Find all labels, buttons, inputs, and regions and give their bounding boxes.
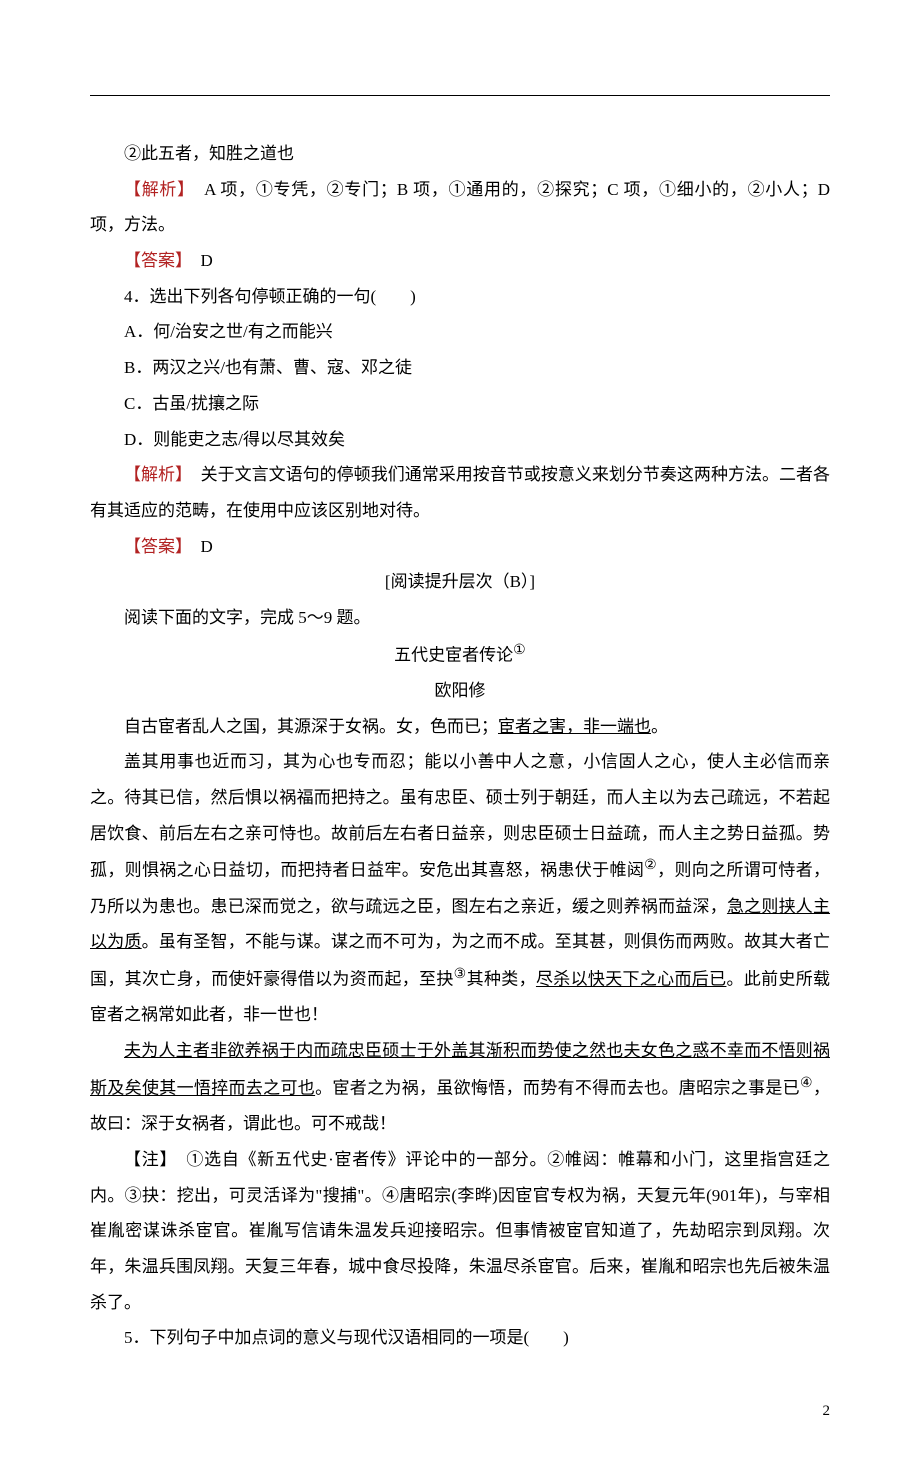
p2-d: 其种类， [467, 970, 536, 989]
reading-intro: 阅读下面的文字，完成 5～9 题。 [90, 600, 830, 636]
title-sup: ① [513, 642, 526, 658]
passage-title: 五代史宦者传论① [90, 636, 830, 673]
answer-label: 【答案】 [124, 251, 184, 270]
passage-author: 欧阳修 [90, 673, 830, 709]
line-q2-option: ②此五者，知胜之道也 [90, 136, 830, 172]
answer-text: D [184, 251, 213, 270]
option-a: A．何/治安之世/有之而能兴 [90, 314, 830, 350]
p2-sup2: ③ [454, 966, 467, 982]
p1-underline: 宦者之害，非一端也 [498, 717, 651, 736]
note-text: ①选自《新五代史·宦者传》评论中的一部分。②帷闼：帷幕和小门，这里指宫廷之内。③… [90, 1150, 830, 1312]
answer-label: 【答案】 [124, 537, 184, 556]
passage-p2: 盖其用事也近而习，其为心也专而忍；能以小善中人之意，小信固人之心，使人主必信而亲… [90, 744, 830, 1033]
passage-p1: 自古宦者乱人之国，其源深于女祸。女，色而已；宦者之害，非一端也。 [90, 709, 830, 745]
option-c: C．古虽/扰攘之际 [90, 386, 830, 422]
p3-b: 。宦者之为祸，虽欲悔悟，而势有不得而去也。唐昭宗之事是已 [315, 1079, 800, 1098]
analysis-block-1: 【解析】 A 项，①专凭，②专门；B 项，①通用的，②探究；C 项，①细小的，②… [90, 172, 830, 243]
p2-sup1: ② [644, 857, 657, 873]
note-label: 【注】 [124, 1150, 169, 1169]
p2-underline2: 尽杀以快天下之心而后已 [536, 970, 726, 989]
footnote-block: 【注】 ①选自《新五代史·宦者传》评论中的一部分。②帷闼：帷幕和小门，这里指宫廷… [90, 1142, 830, 1320]
section-heading: [阅读提升层次（B）] [90, 564, 830, 600]
analysis-block-2: 【解析】 关于文言文语句的停顿我们通常采用按音节或按意义来划分节奏这两种方法。二… [90, 457, 830, 528]
answer-block-2: 【答案】 D [90, 529, 830, 565]
analysis-label: 【解析】 [124, 180, 186, 199]
passage-p3: 夫为人主者非欲养祸于内而疏忠臣硕士于外盖其渐积而势使之然也夫女色之惑不幸而不悟则… [90, 1033, 830, 1142]
answer-text: D [184, 537, 213, 556]
question-5: 5．下列句子中加点词的意义与现代汉语相同的一项是( ) [90, 1320, 830, 1356]
option-d: D．则能吏之志/得以尽其效矣 [90, 422, 830, 458]
p1-a: 自古宦者乱人之国，其源深于女祸。女，色而已； [124, 717, 498, 736]
p3-sup: ④ [800, 1075, 813, 1091]
question-4: 4．选出下列各句停顿正确的一句( ) [90, 279, 830, 315]
option-b: B．两汉之兴/也有萧、曹、寇、邓之徒 [90, 350, 830, 386]
title-text: 五代史宦者传论 [394, 645, 513, 664]
page-number: 2 [90, 1396, 830, 1428]
analysis-text: A 项，①专凭，②专门；B 项，①通用的，②探究；C 项，①细小的，②小人；D … [90, 180, 830, 235]
top-rule [90, 95, 830, 96]
answer-block-1: 【答案】 D [90, 243, 830, 279]
analysis-label: 【解析】 [124, 465, 184, 484]
analysis-text: 关于文言文语句的停顿我们通常采用按音节或按意义来划分节奏这两种方法。二者各有其适… [90, 465, 830, 520]
p1-b: 。 [651, 717, 668, 736]
